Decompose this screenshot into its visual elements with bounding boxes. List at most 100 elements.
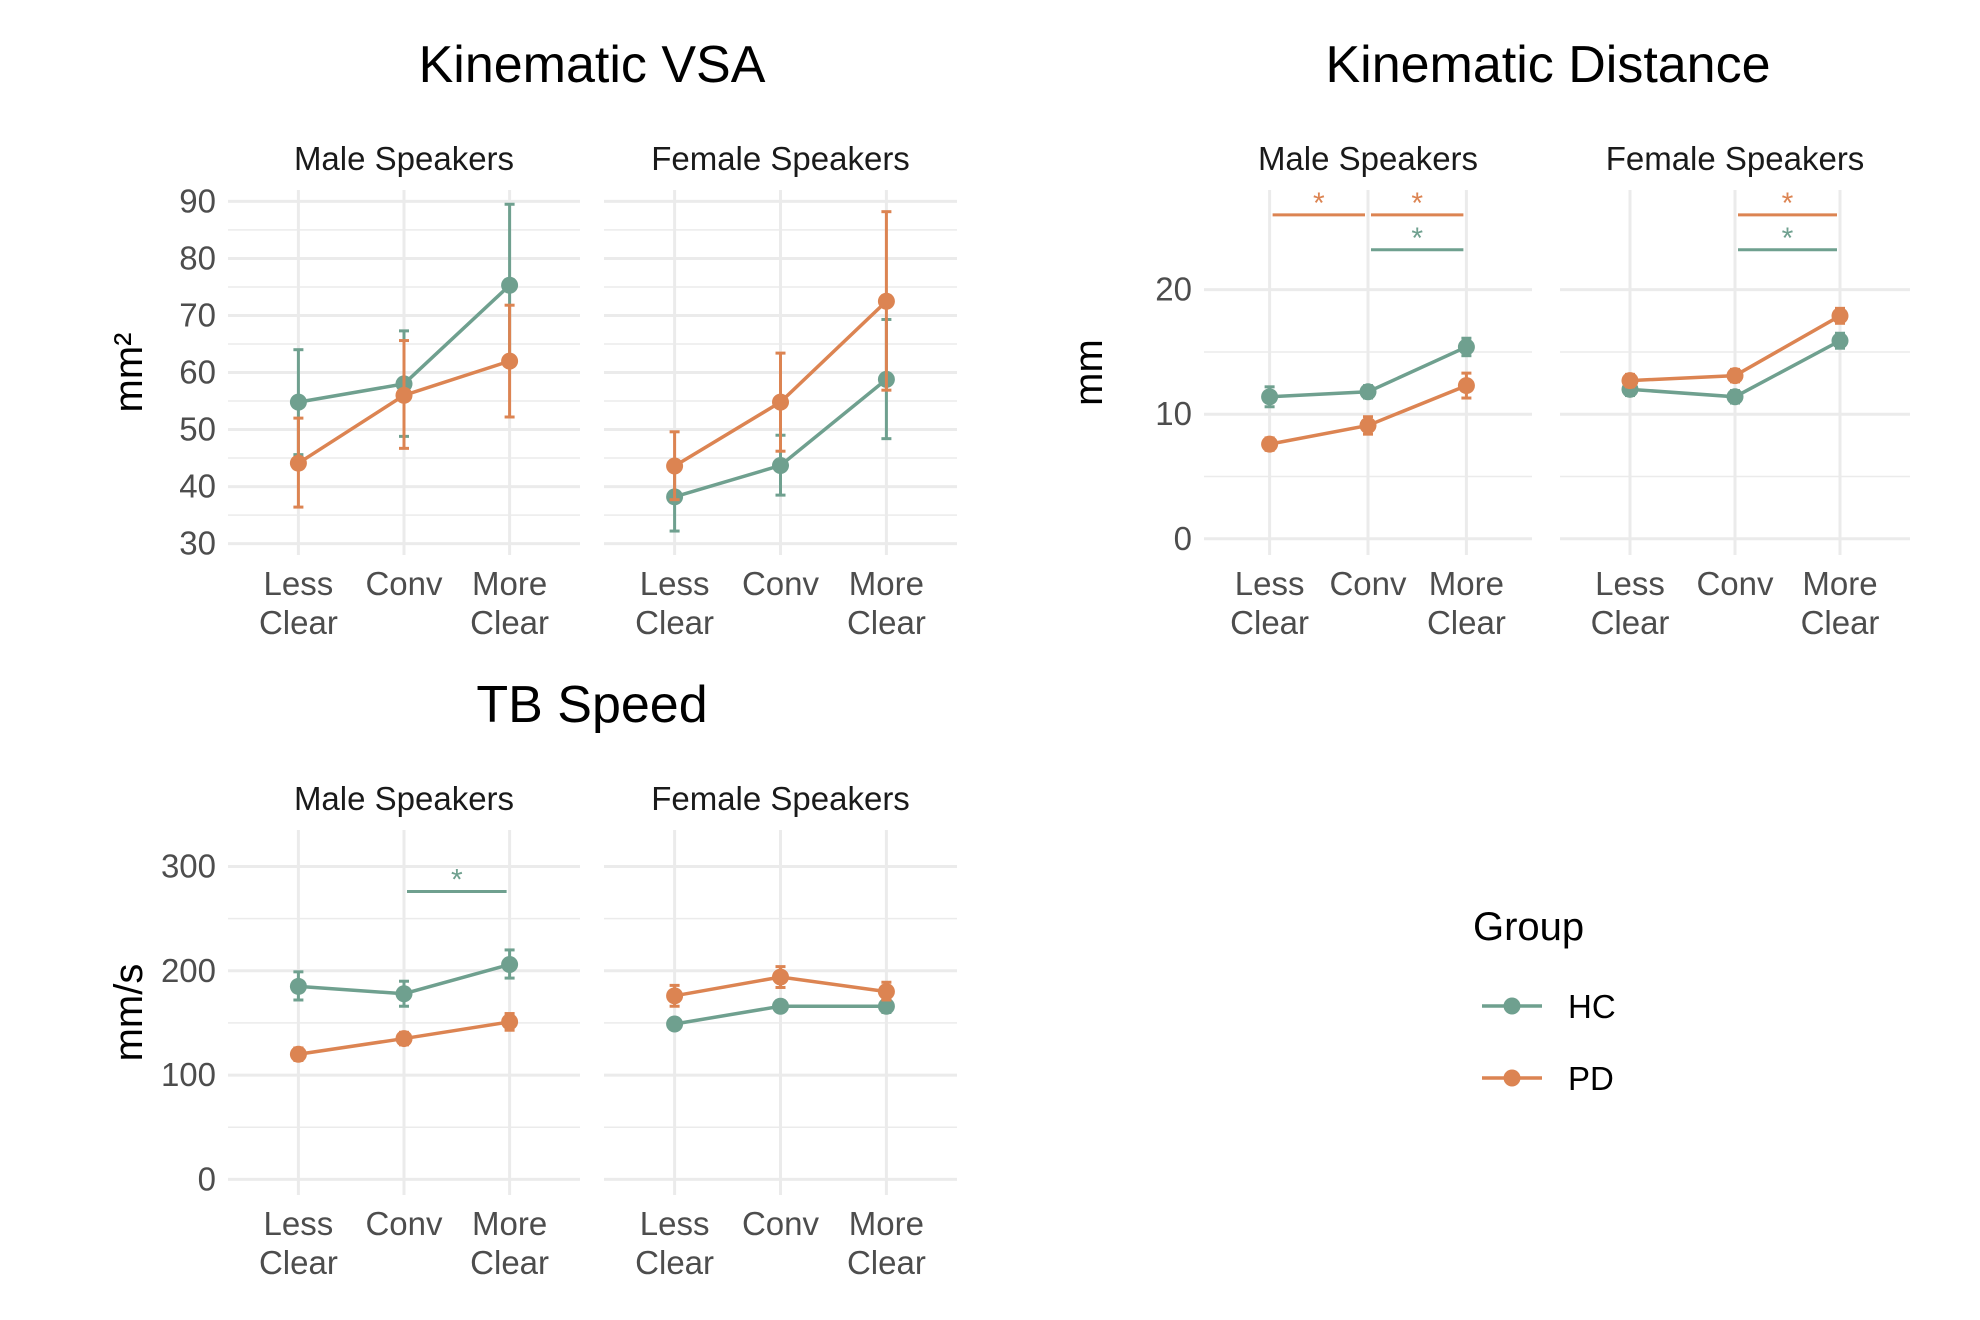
y-tick-label: 300 [161, 848, 216, 885]
x-tick-label: More Clear [470, 1205, 549, 1281]
y-axis-label: mm [1067, 339, 1111, 406]
legend-dot-hc [1503, 997, 1521, 1015]
chart-title: Kinematic VSA [419, 36, 766, 94]
series-pd [289, 303, 519, 509]
data-point [877, 997, 895, 1015]
data-point [289, 454, 307, 472]
x-tick-label: Conv [1696, 565, 1774, 602]
facet-strip-label: Male Speakers [294, 140, 514, 177]
data-point [877, 292, 895, 310]
series-pd [666, 965, 895, 1008]
data-point [289, 977, 307, 995]
data-point [501, 956, 519, 974]
data-point [1726, 367, 1744, 385]
facet-strip-label: Female Speakers [651, 780, 910, 817]
y-tick-label: 60 [179, 354, 216, 391]
data-point [395, 1030, 413, 1048]
data-point [1831, 332, 1849, 350]
data-point [1261, 435, 1279, 453]
data-point [1359, 383, 1377, 401]
data-point [1457, 338, 1475, 356]
data-point [1831, 307, 1849, 325]
legend-label-hc: HC [1568, 988, 1616, 1025]
data-point [501, 1013, 519, 1031]
data-point [666, 457, 684, 475]
significance-star: * [1782, 222, 1794, 255]
y-tick-label: 30 [179, 525, 216, 562]
series-pd [289, 1012, 519, 1063]
facet-strip-label: Male Speakers [294, 780, 514, 817]
data-point [772, 997, 789, 1015]
data-point [395, 386, 413, 404]
x-tick-label: Less Clear [635, 1205, 714, 1281]
data-point [1726, 388, 1744, 406]
chart-title: Kinematic Distance [1325, 36, 1770, 94]
data-point [1457, 377, 1475, 395]
x-tick-label: More Clear [1427, 565, 1506, 641]
chart-kinematic-vsa: Kinematic VSA mm² 30 40 50 60 70 80 90 Male Speak… [107, 36, 957, 641]
y-tick-label: 200 [161, 952, 216, 989]
x-tick-label: Less Clear [259, 565, 338, 641]
y-tick-label: 10 [1155, 395, 1192, 432]
legend-label-pd: PD [1568, 1060, 1614, 1097]
x-tick-label: Less Clear [1230, 565, 1309, 641]
x-tick-label: Conv [365, 565, 443, 602]
data-point [501, 276, 519, 294]
significance-star: * [451, 864, 463, 897]
facet-male-speakers: Male Speakers Less Clear Conv More Clear [228, 140, 580, 641]
y-tick-label: 90 [179, 182, 216, 219]
facet-strip-label: Female Speakers [651, 140, 910, 177]
data-point [1359, 416, 1377, 434]
data-point [877, 983, 895, 1001]
data-point [1261, 388, 1279, 406]
significance-star: * [1411, 222, 1423, 255]
x-tick-label: Conv [742, 565, 820, 602]
significance-star: * [1313, 187, 1325, 220]
series-pd [1621, 306, 1849, 390]
chart-kinematic-distance: Kinematic Distance mm 0 10 20 Male Speakers Le… [1067, 36, 1910, 641]
data-point [772, 456, 789, 474]
series-hc [1261, 336, 1475, 409]
series-hc [666, 997, 895, 1033]
facet-male-speakers: Male Speakers Less Clear Conv More Clear * [228, 780, 580, 1281]
series-pd [666, 210, 895, 502]
legend-dot-pd [1503, 1069, 1521, 1087]
data-point [772, 393, 789, 411]
data-point [289, 1045, 307, 1063]
y-tick-label: 100 [161, 1056, 216, 1093]
x-tick-label: More Clear [847, 1205, 926, 1281]
data-point [772, 968, 789, 986]
x-tick-label: Conv [742, 1205, 820, 1242]
legend-title: Group [1473, 905, 1584, 949]
y-tick-label: 40 [179, 468, 216, 505]
chart-tb-speed: TB Speed mm/s 0 100 200 300 Male Speakers Less C… [107, 676, 957, 1281]
facet-female-speakers: Female Speakers Less Clear Conv More Clear [604, 780, 957, 1281]
x-tick-label: Less Clear [1591, 565, 1670, 641]
y-tick-label: 0 [1174, 520, 1192, 557]
data-point [1621, 372, 1639, 390]
x-tick-label: More Clear [847, 565, 926, 641]
x-tick-label: Less Clear [635, 565, 714, 641]
y-tick-label: 70 [179, 296, 216, 333]
y-axis-label: mm² [107, 333, 151, 413]
significance-star: * [1782, 187, 1794, 220]
x-tick-label: Conv [1329, 565, 1407, 602]
data-point [289, 393, 307, 411]
x-tick-label: More Clear [1801, 565, 1880, 641]
data-point [666, 1015, 684, 1033]
facet-strip-label: Female Speakers [1606, 140, 1865, 177]
facet-female-speakers: Female Speakers Less Clear Conv More Clear ** [1560, 140, 1910, 641]
y-tick-label: 50 [179, 411, 216, 448]
legend-item-hc: HC [1482, 988, 1616, 1025]
y-axis-label: mm/s [107, 964, 151, 1062]
facet-strip-label: Male Speakers [1258, 140, 1478, 177]
y-tick-label: 80 [179, 239, 216, 276]
legend-item-pd: PD [1482, 1060, 1614, 1097]
y-tick-label: 0 [198, 1160, 216, 1197]
x-tick-label: Conv [365, 1205, 443, 1242]
data-point [666, 987, 684, 1005]
chart-title: TB Speed [476, 676, 707, 734]
x-tick-label: More Clear [470, 565, 549, 641]
